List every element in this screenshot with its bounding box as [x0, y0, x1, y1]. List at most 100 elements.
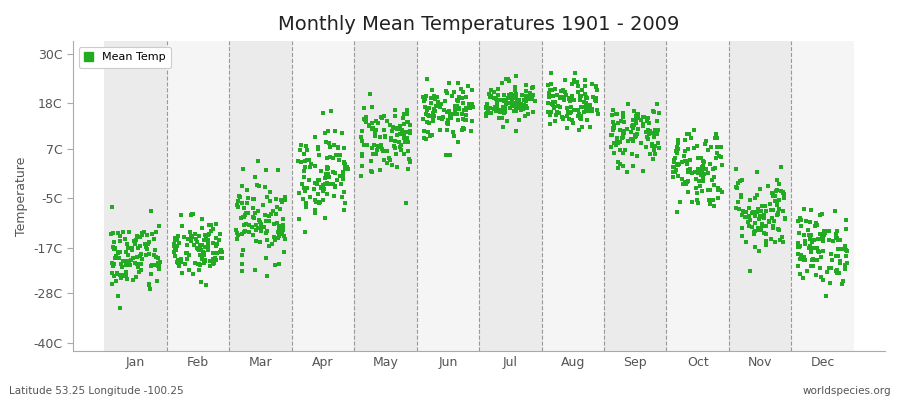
Point: [699, 138, 714, 144]
Point: [197, 260, 211, 266]
Point: [199, 232, 213, 239]
Point: [553, 95, 567, 101]
Point: [239, 187, 254, 193]
Point: [624, 129, 638, 135]
Point: [382, 155, 396, 161]
Point: [606, 107, 620, 114]
Point: [456, 126, 471, 132]
Point: [260, 237, 274, 244]
Point: [830, 252, 844, 259]
Point: [748, 228, 762, 234]
Point: [697, 159, 711, 165]
Point: [746, 209, 760, 216]
Point: [397, 134, 411, 141]
Point: [429, 102, 444, 109]
Point: [680, 179, 695, 185]
Point: [360, 142, 374, 148]
Point: [573, 92, 588, 99]
Point: [235, 231, 249, 237]
Point: [450, 103, 464, 110]
Point: [327, 142, 341, 148]
Point: [111, 230, 125, 236]
Point: [267, 236, 282, 243]
Point: [691, 168, 706, 175]
Point: [374, 142, 389, 148]
Point: [509, 102, 524, 108]
Point: [760, 231, 774, 238]
Point: [331, 145, 346, 151]
Point: [518, 94, 533, 100]
Point: [680, 178, 695, 184]
Point: [573, 116, 588, 122]
Point: [567, 76, 581, 83]
Point: [666, 168, 680, 175]
Point: [525, 96, 539, 102]
Point: [272, 225, 286, 232]
Point: [695, 188, 709, 194]
Point: [137, 229, 151, 236]
Point: [755, 221, 770, 227]
Point: [706, 166, 720, 172]
Point: [324, 108, 338, 115]
Point: [253, 219, 267, 225]
Point: [447, 109, 462, 116]
Point: [395, 129, 410, 136]
Point: [521, 111, 535, 118]
Point: [196, 250, 211, 256]
Point: [318, 175, 332, 182]
Point: [696, 175, 710, 182]
Point: [384, 162, 399, 168]
Point: [455, 127, 470, 133]
Point: [698, 141, 713, 147]
Point: [589, 98, 603, 104]
Point: [128, 259, 142, 266]
Point: [702, 197, 716, 203]
Point: [192, 233, 206, 239]
Point: [644, 143, 659, 150]
Point: [745, 224, 760, 230]
Point: [142, 239, 157, 245]
Point: [828, 208, 842, 214]
Point: [804, 249, 818, 256]
Point: [459, 107, 473, 114]
Point: [444, 115, 458, 122]
Point: [822, 265, 836, 271]
Point: [515, 92, 529, 99]
Point: [645, 108, 660, 114]
Point: [308, 197, 322, 204]
Point: [713, 186, 727, 193]
Bar: [666, 41, 729, 351]
Point: [694, 172, 708, 178]
Point: [747, 229, 761, 236]
Point: [716, 162, 730, 168]
Point: [336, 169, 350, 175]
Point: [419, 76, 434, 82]
Point: [130, 254, 144, 260]
Point: [184, 212, 198, 218]
Point: [735, 225, 750, 232]
Point: [791, 241, 806, 248]
Point: [140, 241, 154, 247]
Point: [274, 196, 288, 203]
Point: [327, 193, 341, 199]
Point: [610, 138, 625, 144]
Point: [422, 113, 436, 119]
Point: [487, 106, 501, 112]
Point: [416, 115, 430, 122]
Point: [620, 101, 634, 108]
Point: [418, 96, 433, 102]
Point: [263, 189, 277, 195]
Point: [374, 115, 389, 121]
Point: [426, 110, 440, 116]
Point: [178, 250, 193, 256]
Point: [235, 252, 249, 259]
Point: [776, 189, 790, 195]
Point: [511, 97, 526, 103]
Bar: [729, 41, 791, 351]
Point: [626, 122, 640, 129]
Point: [431, 99, 446, 106]
Point: [822, 228, 836, 234]
Point: [292, 216, 306, 222]
Point: [735, 176, 750, 183]
Point: [388, 106, 402, 113]
